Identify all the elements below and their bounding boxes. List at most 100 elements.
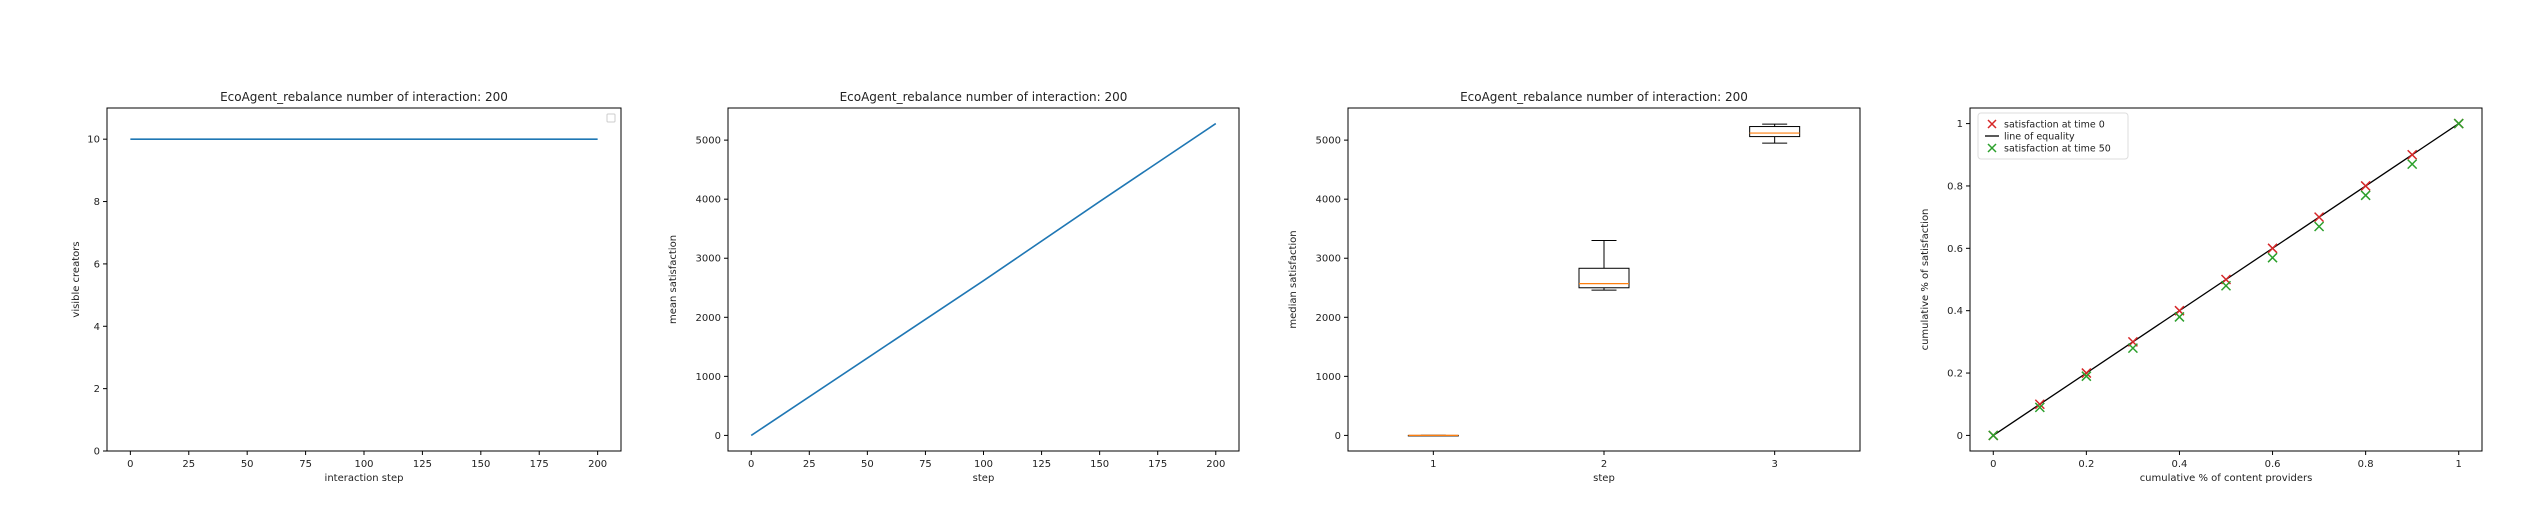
y-tick-label: 0.6 bbox=[1947, 244, 1963, 255]
legend-box bbox=[606, 113, 616, 123]
x-axis-label: step bbox=[973, 473, 995, 484]
y-tick-label: 0 bbox=[1957, 431, 1963, 442]
chart-title: EcoAgent_rebalance number of interaction… bbox=[220, 90, 508, 104]
chart-1: EcoAgent_rebalance number of interaction… bbox=[71, 90, 622, 484]
x-tick-label: 1 bbox=[1430, 459, 1436, 470]
point-time-50 bbox=[2081, 371, 2092, 382]
y-tick-label: 2 bbox=[94, 384, 100, 395]
point-time-0 bbox=[2267, 243, 2278, 254]
x-tick-label: 100 bbox=[354, 459, 373, 470]
point-time-50 bbox=[1988, 430, 1999, 441]
y-tick-label: 3000 bbox=[1316, 254, 1341, 265]
chart-title: EcoAgent_rebalance number of interaction… bbox=[1460, 90, 1748, 104]
y-tick-label: 0 bbox=[715, 431, 721, 442]
x-tick-label: 0.8 bbox=[2358, 459, 2374, 470]
x-tick-label: 100 bbox=[974, 459, 993, 470]
x-tick-label: 0.2 bbox=[2078, 459, 2094, 470]
y-tick-label: 0.2 bbox=[1947, 369, 1963, 380]
x-tick-label: 0 bbox=[748, 459, 754, 470]
y-tick-label: 4000 bbox=[696, 195, 721, 206]
box-2 bbox=[1578, 240, 1630, 291]
x-tick-label: 175 bbox=[530, 459, 549, 470]
x-tick-label: 0 bbox=[1990, 459, 1996, 470]
y-axis-label: mean satisfaction bbox=[668, 235, 679, 324]
point-time-50 bbox=[2407, 159, 2418, 170]
y-tick-label: 1000 bbox=[1316, 372, 1341, 383]
legend-label: satisfaction at time 50 bbox=[2004, 144, 2111, 155]
point-time-50 bbox=[2360, 190, 2371, 201]
y-tick-label: 1000 bbox=[696, 372, 721, 383]
y-axis-label: visible creators bbox=[71, 241, 82, 317]
point-time-0 bbox=[2034, 399, 2045, 410]
x-tick-label: 75 bbox=[919, 459, 932, 470]
y-tick-label: 1 bbox=[1957, 119, 1963, 130]
y-tick-label: 4 bbox=[94, 322, 100, 333]
x-tick-label: 150 bbox=[471, 459, 490, 470]
point-time-50 bbox=[2127, 343, 2138, 354]
chart-title: EcoAgent_rebalance number of interaction… bbox=[840, 90, 1128, 104]
x-tick-label: 75 bbox=[299, 459, 312, 470]
x-tick-label: 150 bbox=[1090, 459, 1109, 470]
x-tick-label: 200 bbox=[588, 459, 607, 470]
x-tick-label: 0 bbox=[127, 459, 133, 470]
box-1 bbox=[1407, 434, 1459, 437]
x-tick-label: 1 bbox=[2456, 459, 2462, 470]
series-line bbox=[750, 122, 1217, 437]
x-tick-label: 25 bbox=[803, 459, 816, 470]
point-time-50 bbox=[2174, 311, 2185, 322]
x-tick-label: 3 bbox=[1771, 459, 1777, 470]
y-tick-label: 8 bbox=[94, 197, 100, 208]
point-time-50 bbox=[2267, 252, 2278, 263]
box-body bbox=[1578, 267, 1630, 289]
axes-frame bbox=[1969, 107, 2483, 452]
x-axis-label: step bbox=[1593, 473, 1615, 484]
axes-frame bbox=[106, 107, 622, 452]
y-axis-label: median satisfaction bbox=[1288, 230, 1299, 328]
x-tick-label: 125 bbox=[413, 459, 432, 470]
x-tick-label: 50 bbox=[241, 459, 254, 470]
point-time-0 bbox=[2081, 368, 2092, 379]
point-time-0 bbox=[2407, 149, 2418, 160]
y-tick-label: 2000 bbox=[696, 313, 721, 324]
y-tick-label: 2000 bbox=[1316, 313, 1341, 324]
x-tick-label: 0.4 bbox=[2172, 459, 2188, 470]
y-tick-label: 0.4 bbox=[1947, 306, 1963, 317]
y-tick-label: 0.8 bbox=[1947, 181, 1963, 192]
x-tick-label: 2 bbox=[1601, 459, 1607, 470]
x-axis-label: interaction step bbox=[325, 473, 404, 484]
y-tick-label: 5000 bbox=[696, 136, 721, 147]
chart-3: EcoAgent_rebalance number of interaction… bbox=[1288, 90, 1861, 484]
x-axis-label: cumulative % of content providers bbox=[2140, 473, 2313, 484]
legend-label: line of equality bbox=[2004, 132, 2075, 143]
legend-label: satisfaction at time 0 bbox=[2004, 120, 2105, 131]
legend-box bbox=[1977, 112, 2129, 160]
y-tick-label: 0 bbox=[1335, 431, 1341, 442]
y-tick-label: 5000 bbox=[1316, 136, 1341, 147]
legend-marker bbox=[1987, 143, 1997, 153]
point-time-0 bbox=[2314, 212, 2325, 223]
y-tick-label: 4000 bbox=[1316, 195, 1341, 206]
y-axis-label: cumulative % of satisfaction bbox=[1920, 209, 1931, 351]
legend-marker bbox=[1987, 119, 1997, 129]
y-tick-label: 0 bbox=[94, 447, 100, 458]
point-time-0 bbox=[2360, 180, 2371, 191]
box-3 bbox=[1749, 123, 1801, 144]
x-tick-label: 175 bbox=[1148, 459, 1167, 470]
point-time-50 bbox=[2453, 118, 2464, 129]
y-tick-label: 10 bbox=[87, 135, 100, 146]
x-tick-label: 25 bbox=[182, 459, 195, 470]
point-time-50 bbox=[2220, 280, 2232, 291]
axes-frame bbox=[1347, 107, 1861, 452]
x-tick-label: 50 bbox=[861, 459, 874, 470]
chart-4: 0 0.2 0.4 0.6 0.8 1 0 0.2 0.4 0.6 0.8 1 cumulative %… bbox=[1920, 107, 2483, 484]
y-tick-label: 6 bbox=[94, 259, 100, 270]
point-time-50 bbox=[2034, 402, 2045, 413]
y-tick-label: 3000 bbox=[696, 254, 721, 265]
point-time-50 bbox=[2314, 221, 2325, 232]
box-body bbox=[1749, 126, 1801, 138]
chart-2: EcoAgent_rebalance number of interaction… bbox=[668, 90, 1240, 484]
x-tick-label: 200 bbox=[1206, 459, 1225, 470]
x-tick-label: 0.6 bbox=[2265, 459, 2281, 470]
